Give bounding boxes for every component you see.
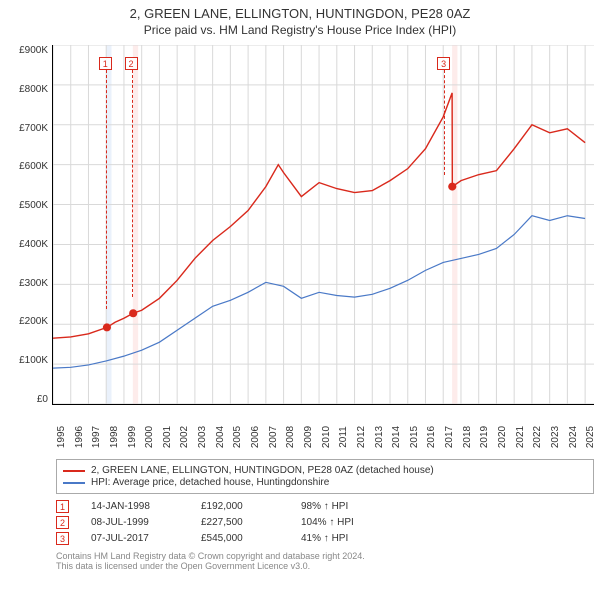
- event-marker-box: 1: [99, 57, 112, 70]
- x-tick-label: 2011: [338, 426, 349, 448]
- y-tick-label: £200K: [19, 316, 48, 327]
- x-tick-label: 2020: [497, 426, 508, 448]
- attribution-line-1: Contains HM Land Registry data © Crown c…: [56, 551, 594, 561]
- x-tick-label: 2016: [426, 426, 437, 448]
- y-tick-label: £600K: [19, 161, 48, 172]
- x-tick-label: 2017: [444, 426, 455, 448]
- x-tick-label: 2002: [179, 426, 190, 448]
- event-number-box: 3: [56, 532, 69, 545]
- legend-label: 2, GREEN LANE, ELLINGTON, HUNTINGDON, PE…: [91, 465, 434, 476]
- x-tick-label: 2015: [409, 426, 420, 448]
- x-tick-label: 1999: [127, 426, 138, 448]
- event-pct: 41% ↑ HPI: [301, 533, 381, 544]
- event-row: 1 14-JAN-1998£192,00098% ↑ HPI: [56, 500, 594, 513]
- y-tick-label: £400K: [19, 239, 48, 250]
- event-date: 08-JUL-1999: [91, 517, 201, 528]
- x-tick-label: 2025: [585, 426, 596, 448]
- y-tick-label: £100K: [19, 355, 48, 366]
- x-tick-label: 2024: [568, 426, 579, 448]
- x-tick-label: 1995: [56, 426, 67, 448]
- x-tick-label: 2007: [268, 426, 279, 448]
- x-tick-label: 2013: [374, 426, 385, 448]
- x-tick-label: 2014: [391, 426, 402, 448]
- x-tick-label: 2009: [303, 426, 314, 448]
- x-tick-label: 2010: [321, 426, 332, 448]
- y-tick-label: £800K: [19, 84, 48, 95]
- x-tick-label: 2021: [515, 426, 526, 448]
- x-tick-label: 2022: [532, 426, 543, 448]
- event-marker-stem: [444, 70, 445, 175]
- events-table: 1 14-JAN-1998£192,00098% ↑ HPI 2 08-JUL-199…: [56, 500, 594, 545]
- event-marker-stem: [106, 70, 107, 309]
- legend-item: 2, GREEN LANE, ELLINGTON, HUNTINGDON, PE…: [63, 465, 587, 476]
- legend-label: HPI: Average price, detached house, Hunt…: [91, 477, 329, 488]
- event-row: 2 08-JUL-1999£227,500104% ↑ HPI: [56, 516, 594, 529]
- event-pct: 98% ↑ HPI: [301, 501, 381, 512]
- x-tick-label: 2001: [162, 426, 173, 448]
- x-tick-label: 1997: [91, 426, 102, 448]
- legend-item: HPI: Average price, detached house, Hunt…: [63, 477, 587, 488]
- attribution-line-2: This data is licensed under the Open Gov…: [56, 561, 594, 571]
- x-axis-labels: 1995 1996 1997 1998 1999 2000 2001 2002 2003 2004…: [56, 405, 594, 453]
- x-tick-label: 2004: [215, 426, 226, 448]
- chart-svg: [53, 45, 594, 404]
- x-tick-label: 2018: [462, 426, 473, 448]
- x-tick-label: 2012: [356, 426, 367, 448]
- y-tick-label: £500K: [19, 200, 48, 211]
- plot-area: 12 3: [52, 45, 594, 405]
- x-tick-label: 2008: [285, 426, 296, 448]
- event-price: £227,500: [201, 517, 301, 528]
- y-tick-label: £900K: [19, 45, 48, 56]
- event-price: £545,000: [201, 533, 301, 544]
- y-tick-label: £700K: [19, 123, 48, 134]
- event-number-box: 1: [56, 500, 69, 513]
- event-marker-box: 3: [437, 57, 450, 70]
- event-price: £192,000: [201, 501, 301, 512]
- event-row: 3 07-JUL-2017£545,00041% ↑ HPI: [56, 532, 594, 545]
- x-tick-label: 2006: [250, 426, 261, 448]
- x-tick-label: 2003: [197, 426, 208, 448]
- event-pct: 104% ↑ HPI: [301, 517, 381, 528]
- x-tick-label: 1996: [74, 426, 85, 448]
- x-tick-label: 1998: [109, 426, 120, 448]
- legend-swatch: [63, 482, 85, 484]
- event-marker-stem: [132, 70, 133, 297]
- event-date: 07-JUL-2017: [91, 533, 201, 544]
- y-axis-labels: £900K £800K £700K £600K £500K £400K £300K £200K…: [6, 45, 52, 405]
- event-number-box: 2: [56, 516, 69, 529]
- y-tick-label: £300K: [19, 278, 48, 289]
- y-tick-label: £0: [37, 394, 48, 405]
- chart-container: £900K £800K £700K £600K £500K £400K £300K £200K…: [6, 45, 594, 405]
- chart-title: 2, GREEN LANE, ELLINGTON, HUNTINGDON, PE…: [6, 6, 594, 21]
- legend: 2, GREEN LANE, ELLINGTON, HUNTINGDON, PE…: [56, 459, 594, 494]
- attribution: Contains HM Land Registry data © Crown c…: [56, 551, 594, 571]
- chart-subtitle: Price paid vs. HM Land Registry's House …: [6, 23, 594, 37]
- x-tick-label: 2023: [550, 426, 561, 448]
- event-marker-box: 2: [125, 57, 138, 70]
- x-tick-label: 2005: [232, 426, 243, 448]
- x-tick-label: 2000: [144, 426, 155, 448]
- event-date: 14-JAN-1998: [91, 501, 201, 512]
- legend-swatch: [63, 470, 85, 472]
- x-tick-label: 2019: [479, 426, 490, 448]
